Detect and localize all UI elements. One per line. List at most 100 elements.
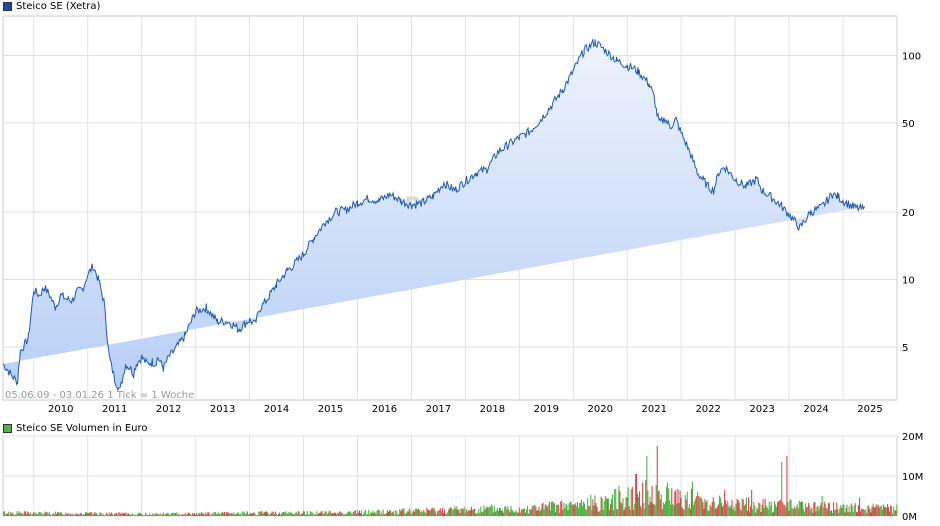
volume-bar xyxy=(791,508,793,516)
volume-bar xyxy=(364,511,366,516)
volume-bar xyxy=(676,503,678,516)
volume-bar xyxy=(401,509,403,516)
volume-bar xyxy=(279,512,281,516)
price-x-tick-label: 2020 xyxy=(588,404,613,415)
volume-bar xyxy=(316,511,318,516)
volume-bar xyxy=(781,462,783,516)
volume-bar xyxy=(185,515,187,516)
volume-bar xyxy=(397,514,399,516)
volume-bar xyxy=(304,514,306,516)
volume-bar xyxy=(472,510,474,516)
volume-bar xyxy=(317,514,319,516)
volume-bar xyxy=(358,510,360,516)
volume-bar xyxy=(5,514,7,516)
volume-bar xyxy=(152,513,154,516)
volume-bar xyxy=(260,511,262,516)
volume-bar xyxy=(302,510,304,516)
volume-bar xyxy=(694,501,696,516)
volume-bar xyxy=(882,504,884,516)
volume-bar xyxy=(372,510,374,516)
volume-bar xyxy=(811,508,813,516)
volume-bar xyxy=(633,503,635,516)
volume-bar xyxy=(408,508,410,516)
volume-bar xyxy=(558,505,560,516)
volume-bar xyxy=(368,509,370,516)
volume-bar xyxy=(346,513,348,516)
volume-bar xyxy=(113,515,115,516)
volume-bar xyxy=(868,506,870,516)
volume-bar xyxy=(143,515,145,516)
volume-bar xyxy=(851,505,853,516)
volume-bar xyxy=(834,509,836,516)
volume-bar xyxy=(771,512,773,516)
volume-bar xyxy=(800,501,802,516)
volume-bar xyxy=(756,507,758,516)
volume-bar xyxy=(675,490,677,516)
volume-bar xyxy=(447,512,449,516)
volume-bar xyxy=(512,510,514,516)
volume-bar xyxy=(237,511,239,516)
volume-bar xyxy=(246,511,248,516)
price-y-tick-label: 100 xyxy=(902,51,921,62)
volume-bar xyxy=(889,511,891,516)
volume-bar xyxy=(50,515,52,516)
volume-bar xyxy=(341,512,343,516)
volume-bar xyxy=(551,501,553,516)
volume-bar xyxy=(310,511,312,516)
volume-bar xyxy=(466,511,468,516)
volume-bar xyxy=(701,498,703,516)
volume-bar xyxy=(631,487,633,516)
volume-bar xyxy=(576,502,578,516)
volume-bar xyxy=(700,496,702,516)
volume-bar xyxy=(151,514,153,516)
volume-bar xyxy=(12,512,14,516)
volume-bar xyxy=(34,513,36,516)
price-x-tick-label: 2021 xyxy=(641,404,666,415)
volume-bar xyxy=(326,513,328,516)
volume-bar xyxy=(848,506,850,516)
volume-bar xyxy=(685,499,687,516)
volume-bar xyxy=(835,509,837,516)
volume-bar xyxy=(855,512,857,516)
volume-bar xyxy=(264,512,266,516)
volume-bar xyxy=(20,512,22,516)
volume-bar xyxy=(578,503,580,516)
volume-bar xyxy=(252,513,254,516)
volume-bar xyxy=(204,515,206,516)
volume-bar xyxy=(179,515,181,516)
volume-bar xyxy=(318,512,320,516)
volume-bar xyxy=(145,512,147,516)
volume-bar xyxy=(617,509,619,516)
volume-bar xyxy=(666,487,668,516)
volume-bar xyxy=(240,515,242,516)
volume-bar xyxy=(74,514,76,516)
volume-bar xyxy=(271,511,273,516)
volume-bar xyxy=(573,505,575,516)
volume-bar xyxy=(872,503,874,516)
volume-bar xyxy=(826,509,828,516)
volume-bar xyxy=(672,503,674,516)
volume-bar xyxy=(188,512,190,516)
volume-bar xyxy=(560,501,562,516)
volume-bar xyxy=(394,514,396,516)
volume-bar xyxy=(842,503,844,516)
volume-bar xyxy=(871,506,873,516)
volume-bar xyxy=(82,514,84,516)
volume-bar xyxy=(437,510,439,516)
volume-bar xyxy=(887,504,889,516)
volume-bar xyxy=(852,512,854,516)
volume-bar xyxy=(297,511,299,516)
price-y-tick-label: 5 xyxy=(902,343,908,354)
volume-bar xyxy=(752,509,754,516)
volume-bar xyxy=(197,515,199,516)
volume-bar xyxy=(750,506,752,516)
volume-bar xyxy=(367,514,369,516)
volume-bar xyxy=(307,511,309,516)
volume-bar xyxy=(194,515,196,516)
volume-bar xyxy=(486,506,488,516)
volume-bar xyxy=(608,509,610,516)
volume-bar xyxy=(228,512,230,516)
volume-bar xyxy=(735,503,737,516)
volume-bar xyxy=(78,514,80,516)
volume-bar xyxy=(407,511,409,516)
